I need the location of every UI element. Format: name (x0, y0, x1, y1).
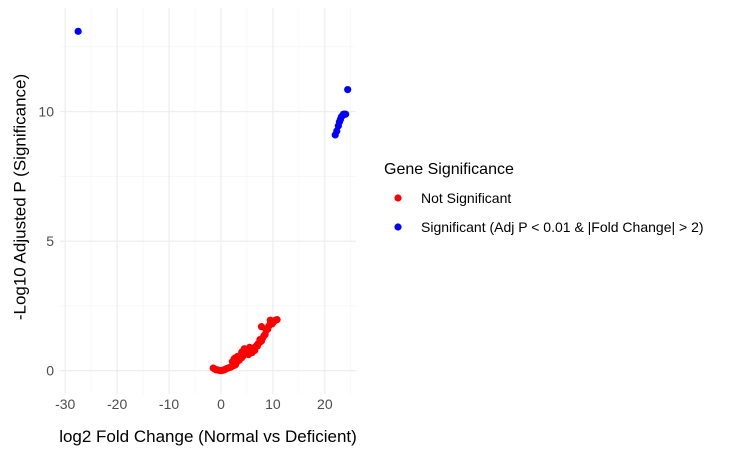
legend-marker (394, 223, 402, 231)
x-tick-label: 10 (265, 396, 281, 412)
not-significant-point (266, 316, 274, 324)
y-axis-title: -Log10 Adjusted P (Significance) (10, 74, 29, 320)
y-tick-label: 5 (46, 233, 54, 249)
x-axis-title: log2 Fold Change (Normal vs Deficient) (59, 427, 357, 446)
legend-marker (394, 194, 402, 202)
legend-label: Not Significant (421, 190, 511, 206)
y-tick-label: 10 (38, 104, 54, 120)
y-axis-ticks: 0 5 10 (38, 104, 54, 379)
x-tick-label: -10 (159, 396, 179, 412)
x-axis-ticks: -30 -20 -10 0 10 20 (55, 396, 333, 412)
x-tick-label: -20 (107, 396, 127, 412)
legend-label: Significant (Adj P < 0.01 & |Fold Change… (421, 219, 704, 235)
x-tick-label: 20 (317, 396, 333, 412)
not-significant-point (257, 323, 266, 331)
grid (60, 8, 356, 394)
x-tick-label: -30 (55, 396, 75, 412)
significant-point (344, 86, 352, 94)
legend-items: Not Significant Significant (Adj P < 0.01… (394, 190, 704, 235)
not-significant-point (273, 316, 281, 324)
data-points (74, 27, 352, 375)
x-tick-label: 0 (217, 396, 225, 412)
significant-point (342, 110, 350, 118)
significant-point (74, 27, 82, 35)
legend: Gene Significance Not Significant Signifi… (384, 161, 704, 235)
y-tick-label: 0 (46, 363, 54, 379)
legend-title: Gene Significance (384, 161, 514, 178)
